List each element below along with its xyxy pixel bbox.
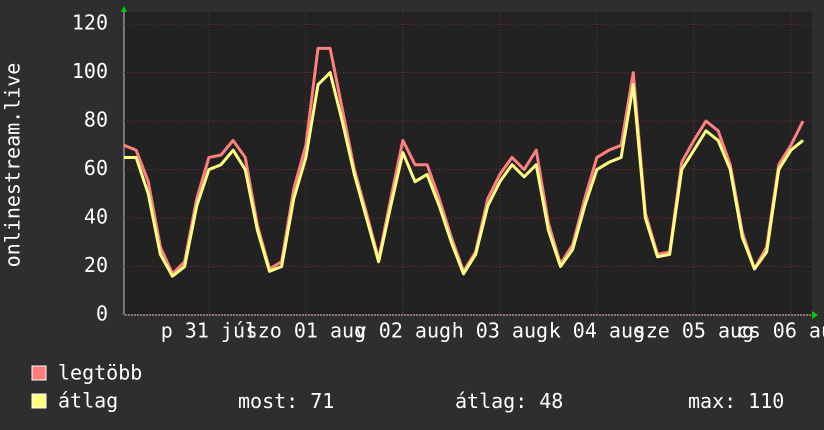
stat: max: 110	[688, 389, 784, 413]
legend-swatch	[31, 393, 47, 409]
legend-label: legtöbb	[58, 361, 142, 385]
legend-swatch	[31, 365, 47, 381]
y-tick-label: 60	[84, 156, 108, 180]
stat-value: 71	[310, 389, 334, 413]
series-line	[124, 71, 804, 278]
stat: átlag: 48	[455, 389, 563, 413]
y-tick-label: 100	[72, 59, 108, 83]
stat-label: max:	[688, 389, 736, 413]
y-tick-label: 120	[72, 11, 108, 35]
x-tick-label: h 03 aug	[452, 319, 548, 343]
y-arrow	[121, 6, 127, 12]
plot-area	[124, 12, 812, 315]
x-tick-label: sze 05 aug	[634, 319, 754, 343]
x-tick-label: k 04 aug	[549, 319, 645, 343]
y-tick-label: 20	[84, 253, 108, 277]
stat-value: 110	[748, 389, 784, 413]
x-tick-label: szo 01 aug	[246, 319, 366, 343]
y-tick-label: 40	[84, 205, 108, 229]
x-tick-label: p 31 júl	[161, 319, 257, 343]
y-tick-label: 0	[96, 302, 108, 326]
legend-label: átlag	[58, 389, 118, 413]
stat-label: most:	[238, 389, 298, 413]
x-arrow	[812, 311, 818, 319]
y-axis-title: onlinestream.live	[1, 63, 25, 268]
x-tick-label: v 02 aug	[355, 319, 451, 343]
stat-value: 48	[539, 389, 563, 413]
y-tick-label: 80	[84, 108, 108, 132]
x-tick-label: cs 06 aug	[737, 319, 824, 343]
stat: most: 71	[238, 389, 334, 413]
stat-label: átlag:	[455, 389, 527, 413]
